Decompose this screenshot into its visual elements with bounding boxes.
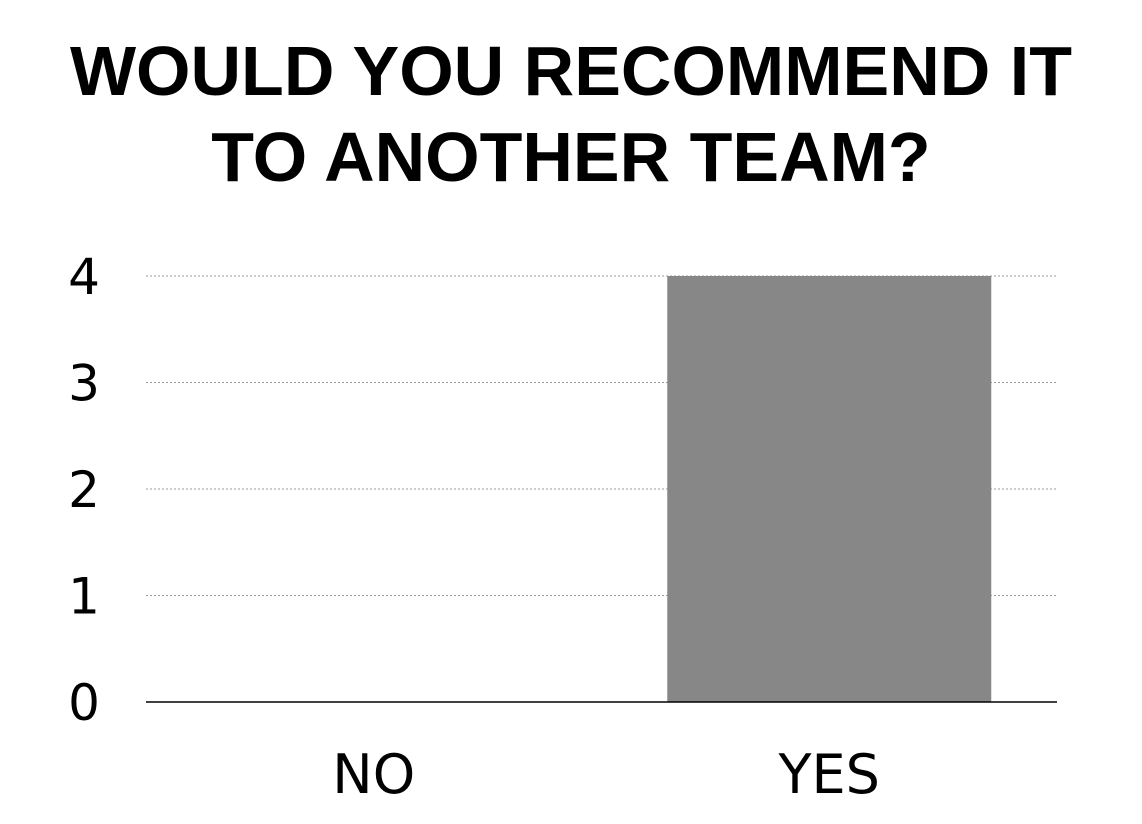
bar-yes (667, 276, 992, 702)
bars (667, 276, 992, 702)
y-tick-label-0: 0 (68, 674, 100, 732)
chart-title-line-2: TO ANOTHER TEAM? (211, 118, 931, 196)
chart-title: WOULD YOU RECOMMEND IT TO ANOTHER TEAM? (0, 28, 1142, 200)
x-category-label-no: NO (332, 743, 415, 806)
y-tick-label-1: 1 (68, 568, 100, 626)
y-tick-label-4: 4 (68, 248, 100, 306)
x-category-labels: NO YES (332, 743, 880, 806)
y-tick-labels: 0 1 2 3 4 (68, 248, 100, 732)
y-tick-label-3: 3 (68, 355, 100, 413)
x-category-label-yes: YES (778, 743, 880, 806)
y-tick-label-2: 2 (68, 461, 100, 519)
chart-title-line-1: WOULD YOU RECOMMEND IT (69, 32, 1072, 110)
